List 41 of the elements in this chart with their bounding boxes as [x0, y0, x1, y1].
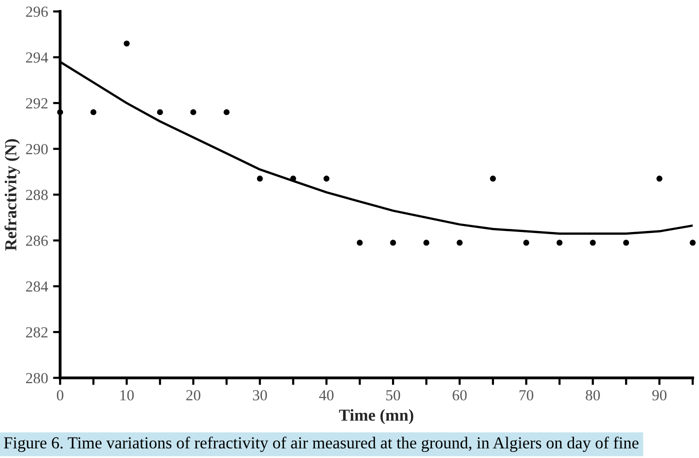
point — [57, 109, 64, 116]
y-tick-label: 284 — [26, 281, 48, 292]
x-tick-label: 90 — [652, 390, 666, 400]
y-tick-label: 288 — [26, 190, 48, 200]
y-tick-label: 296 — [26, 6, 48, 17]
point — [190, 109, 196, 116]
point — [456, 240, 463, 246]
x-tick-label: 30 — [252, 390, 267, 400]
point — [157, 109, 163, 116]
y-axis-title: Refractivity (N) — [4, 139, 20, 251]
x-tick-label: 40 — [319, 390, 334, 400]
x-axis-title: Time (mn) — [339, 409, 414, 424]
y-tick-label: 294 — [26, 52, 48, 63]
point — [324, 176, 330, 182]
point — [356, 240, 363, 246]
point — [656, 176, 662, 182]
point — [690, 240, 696, 246]
point — [490, 176, 496, 182]
point — [90, 109, 96, 116]
x-tick-label: 80 — [586, 390, 600, 400]
point — [623, 240, 630, 246]
point — [556, 240, 562, 246]
x-tick-label: 0 — [56, 390, 64, 400]
point — [124, 40, 130, 46]
x-tick-label: 70 — [520, 390, 534, 400]
point — [224, 109, 230, 116]
point — [256, 176, 263, 182]
x-tick-label: 60 — [452, 390, 467, 400]
y-tick-label: 286 — [26, 236, 48, 246]
point — [423, 240, 430, 246]
caption: Figure 6. Time variations of refractivity of air measured at the ground, in Algiers on day of fine — [4, 436, 638, 452]
y-tick-label: 282 — [26, 327, 48, 338]
y-tick-label: 280 — [26, 372, 48, 384]
y-tick-label: 290 — [26, 144, 48, 154]
x-tick-label: 20 — [186, 390, 200, 400]
y-tick-label: 292 — [26, 98, 48, 108]
point — [590, 240, 596, 246]
x-tick-label: 10 — [120, 390, 134, 400]
point — [523, 240, 530, 246]
point — [390, 240, 396, 246]
x-tick-label: 50 — [386, 390, 400, 400]
